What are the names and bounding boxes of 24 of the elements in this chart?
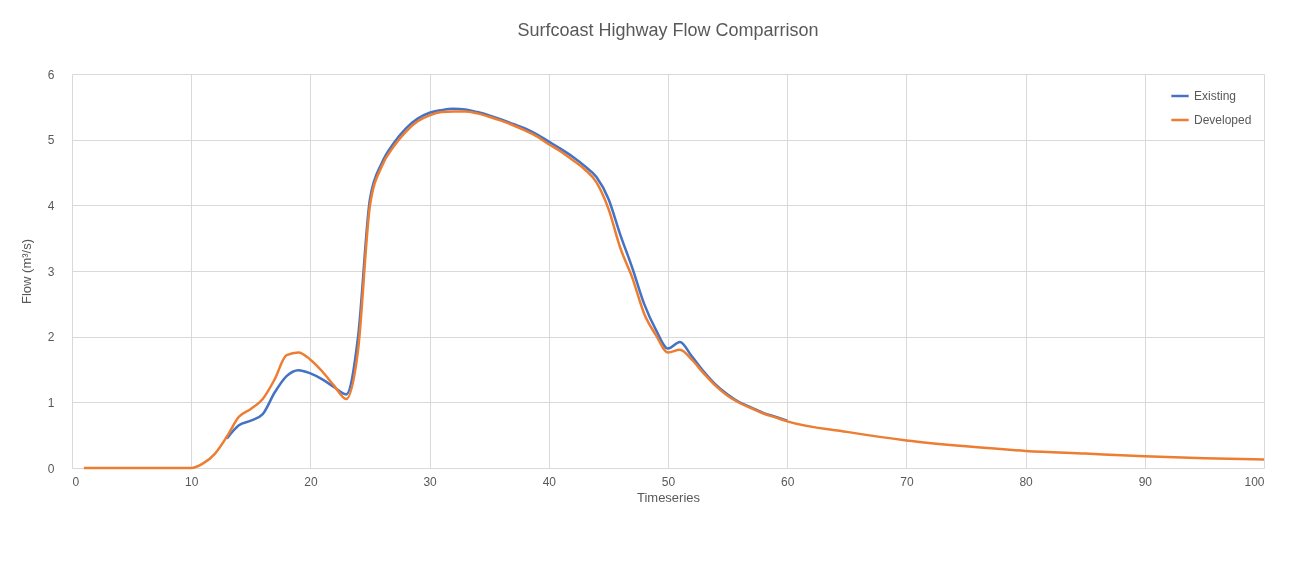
- y-tick-label: 1: [47, 395, 55, 410]
- x-axis-title: Timeseries: [636, 489, 701, 505]
- y-tick-label: 3: [47, 264, 55, 279]
- x-tick-label: 60: [781, 474, 795, 489]
- x-tick-label: 20: [304, 474, 318, 489]
- x-tick-label: 70: [900, 474, 914, 489]
- legend-label: Developed: [1194, 113, 1252, 127]
- y-tick-label: 2: [47, 330, 55, 345]
- x-tick-label: 90: [1138, 474, 1153, 489]
- y-tick-label: 6: [47, 67, 55, 82]
- line-series: [82, 110, 1266, 470]
- y-axis-title: Flow (m³/s): [18, 239, 34, 304]
- y-tick-label: 4: [47, 198, 55, 213]
- x-tick-label: 10: [185, 474, 199, 489]
- y-tick-label: 0: [47, 461, 55, 476]
- x-tick-label: 80: [1019, 474, 1034, 489]
- x-tick-label: 30: [423, 474, 438, 489]
- x-tick-label: 100: [1244, 474, 1265, 489]
- x-tick-label: 40: [542, 474, 557, 489]
- y-tick-label: 5: [47, 133, 55, 148]
- legend-label: Existing: [1194, 89, 1237, 103]
- x-tick-label: 0: [72, 474, 80, 489]
- chart-title: Surfcoast Highway Flow Comparrison: [517, 20, 819, 40]
- x-tick-label: 50: [661, 474, 676, 489]
